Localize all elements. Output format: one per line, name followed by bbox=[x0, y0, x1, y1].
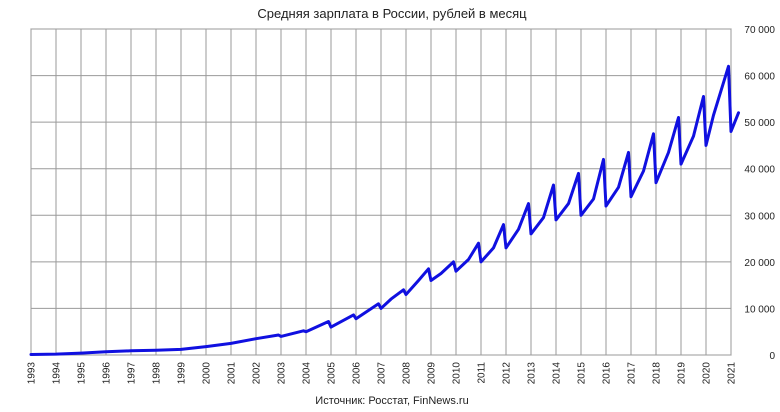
y-tick-label: 40 000 bbox=[744, 165, 775, 176]
x-tick-label: 2006 bbox=[352, 362, 363, 385]
x-tick-label: 1996 bbox=[102, 362, 113, 385]
y-tick-label: 30 000 bbox=[744, 211, 775, 222]
x-tick-label: 2013 bbox=[527, 362, 538, 385]
x-tick-label: 2001 bbox=[227, 362, 238, 385]
x-tick-label: 2003 bbox=[277, 362, 288, 385]
salary-series-line bbox=[29, 64, 740, 356]
y-tick-label: 70 000 bbox=[744, 25, 775, 36]
x-tick-label: 2002 bbox=[252, 362, 263, 385]
y-tick-label: 20 000 bbox=[744, 258, 775, 269]
x-tick-label: 1995 bbox=[77, 362, 88, 385]
x-tick-label: 2004 bbox=[302, 362, 313, 385]
y-tick-label: 60 000 bbox=[744, 72, 775, 83]
x-tick-label: 2009 bbox=[427, 362, 438, 385]
x-tick-label: 2016 bbox=[602, 362, 613, 385]
x-tick-label: 2015 bbox=[577, 362, 588, 385]
x-tick-label: 2012 bbox=[502, 362, 513, 385]
series-layer bbox=[29, 64, 740, 356]
x-tick-label: 2020 bbox=[702, 362, 713, 385]
y-tick-label: 0 bbox=[769, 351, 775, 362]
x-axis: 1993 1994 1995 1996 1997 1998 1999 2000 2001 2002… bbox=[27, 362, 738, 385]
y-tick-label: 10 000 bbox=[744, 304, 775, 315]
x-tick-label: 2011 bbox=[477, 362, 488, 384]
chart-source: Источник: Росстат, FinNews.ru bbox=[315, 395, 468, 407]
x-tick-label: 1997 bbox=[127, 362, 138, 385]
x-tick-label: 1993 bbox=[27, 362, 38, 385]
x-tick-label: 2008 bbox=[402, 362, 413, 385]
y-tick-label: 50 000 bbox=[744, 118, 775, 129]
x-tick-label: 2021 bbox=[727, 362, 738, 385]
x-tick-label: 1994 bbox=[52, 362, 63, 385]
chart-title: Средняя зарплата в России, рублей в меся… bbox=[257, 6, 527, 21]
x-tick-label: 2010 bbox=[452, 362, 463, 385]
x-tick-label: 2007 bbox=[377, 362, 388, 385]
y-axis: 0 10 000 20 000 30 000 40 000 50 000 60 000 70 … bbox=[744, 25, 775, 362]
x-tick-label: 2017 bbox=[627, 362, 638, 385]
x-tick-label: 2000 bbox=[202, 362, 213, 385]
gridlines bbox=[30, 28, 732, 356]
x-tick-label: 2018 bbox=[652, 362, 663, 385]
x-tick-label: 2005 bbox=[327, 362, 338, 385]
x-tick-label: 2014 bbox=[552, 362, 563, 385]
x-tick-label: 1998 bbox=[152, 362, 163, 385]
x-tick-label: 1999 bbox=[177, 362, 188, 385]
x-tick-label: 2019 bbox=[677, 362, 688, 385]
